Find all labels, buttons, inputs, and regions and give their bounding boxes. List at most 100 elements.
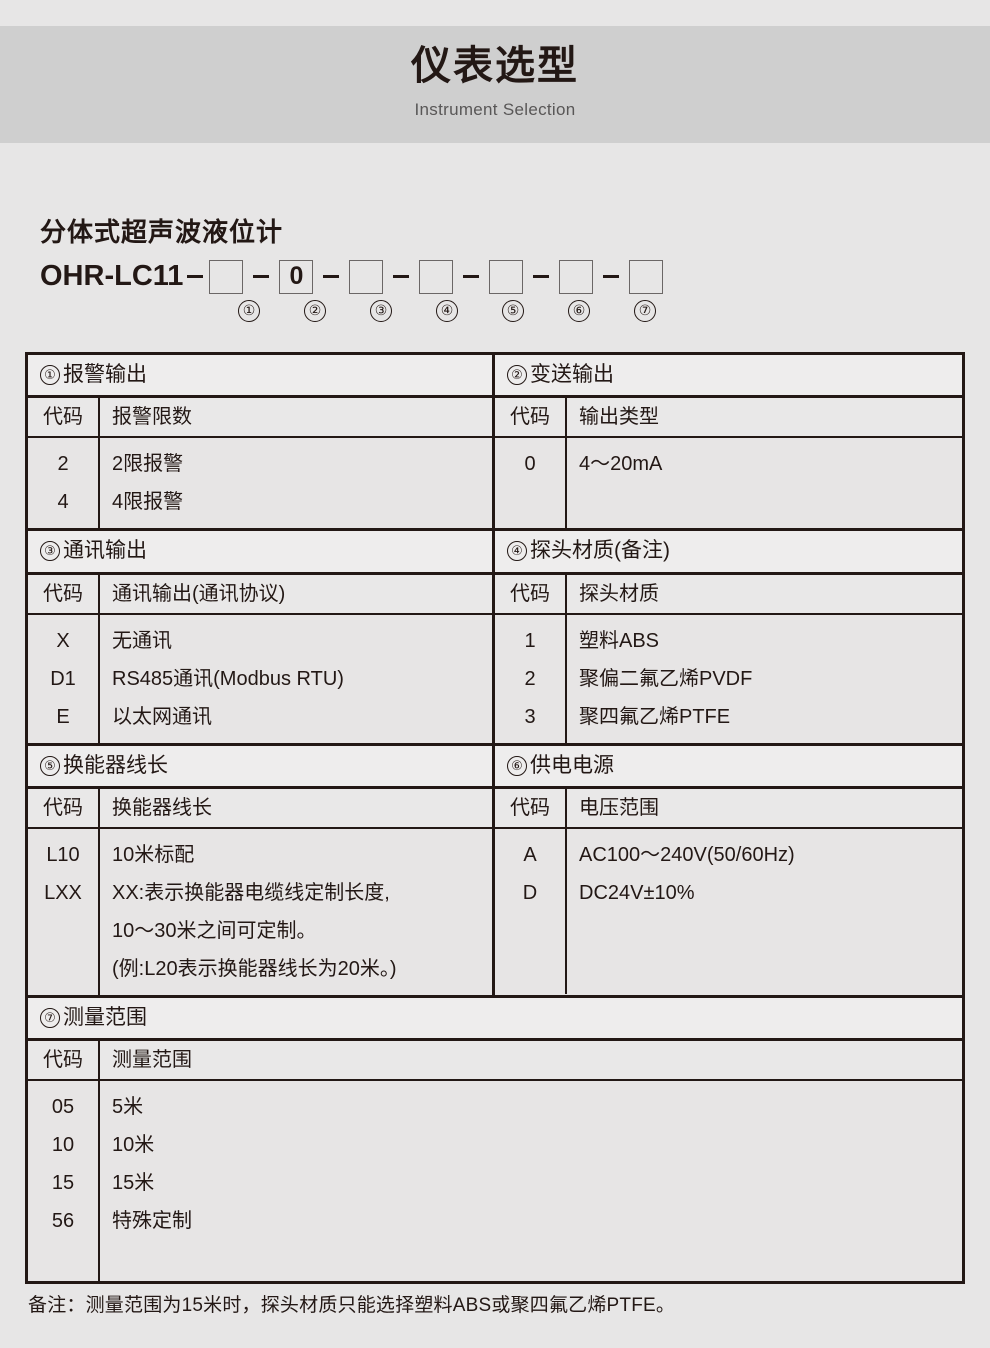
spec-section-transducer-cable-length: ⑤ 换能器线长 代码 换能器线长 L10 LXX 10米标配 XX:表示换能器电缆… [28, 745, 495, 996]
model-marker-row: ① ② ③ ④ ⑤ ⑥ ⑦ [40, 299, 950, 326]
column-header-desc-1: 报警限数 [112, 406, 192, 429]
section-6-codes: A D [495, 829, 567, 995]
table-cell: 10～30米之间可定制。 [112, 920, 317, 943]
section-header-5: ⑤ 换能器线长 [28, 745, 492, 790]
specification-table: ① 报警输出 代码 报警限数 2 4 2限报警 4限报警 [25, 352, 965, 1285]
model-dash-6 [603, 275, 620, 279]
model-marker-1: ① [238, 299, 260, 322]
section-header-4: ④ 探头材质(备注) [495, 531, 962, 575]
column-header-code-1: 代码 [28, 398, 100, 437]
model-marker-7: ⑦ [634, 299, 656, 322]
section-title-7: 测量范围 [63, 1006, 147, 1030]
section-marker-3-icon: ③ [40, 541, 60, 562]
model-marker-3: ③ [370, 299, 392, 322]
table-cell: 2 [57, 453, 69, 476]
section-4-codes: 1 2 3 [495, 614, 567, 743]
column-header-desc-3: 通讯输出(通讯协议) [112, 582, 286, 605]
model-dash-4 [463, 275, 480, 279]
section-2-descs: 4～20mA [567, 438, 962, 528]
table-cell: 4～20mA [579, 453, 663, 476]
spec-section-measuring-range: ⑦ 测量范围 代码 测量范围 05 10 15 56 5米 10米 [28, 998, 962, 1282]
section-marker-1-icon: ① [40, 365, 60, 385]
column-header-desc-5: 换能器线长 [112, 797, 212, 820]
section-title-2: 变送输出 [530, 363, 614, 386]
model-code-row: OHR-LC11 0 [40, 256, 950, 298]
model-box-5[interactable] [489, 259, 524, 294]
table-cell: D [522, 882, 538, 905]
model-dash-2 [323, 275, 340, 279]
table-cell: 10米 [112, 1134, 155, 1157]
model-box-4[interactable] [419, 259, 454, 294]
spec-section-row-4: ⑦ 测量范围 代码 测量范围 05 10 15 56 5米 10米 [28, 998, 962, 1282]
model-box-1[interactable] [209, 259, 244, 294]
table-cell: X [56, 629, 70, 652]
table-cell: 4 [57, 491, 69, 514]
model-box-7[interactable] [629, 259, 664, 294]
section-3-column-headers: 代码 通讯输出(通讯协议) [28, 574, 492, 615]
table-cell: 0 [524, 453, 536, 476]
section-header-7: ⑦ 测量范围 [28, 998, 962, 1042]
spec-section-row-3: ⑤ 换能器线长 代码 换能器线长 L10 LXX 10米标配 XX:表示换能器电缆… [28, 745, 962, 999]
model-prefix: OHR-LC11 [40, 260, 184, 293]
spec-section-row-2: ③ 通讯输出 代码 通讯输出(通讯协议) X D1 E 无通讯 RS485通讯(M… [28, 531, 962, 746]
table-cell: 10 [51, 1134, 75, 1157]
section-5-column-headers: 代码 换能器线长 [28, 789, 492, 830]
section-1-rows: 2 4 2限报警 4限报警 [28, 438, 492, 529]
table-cell: 15 [51, 1172, 75, 1195]
section-header-1: ① 报警输出 [28, 355, 492, 399]
table-cell: E [56, 705, 70, 728]
section-3-codes: X D1 E [28, 614, 100, 743]
model-box-6[interactable] [559, 259, 594, 294]
table-cell: RS485通讯(Modbus RTU) [112, 667, 344, 690]
section-5-descs: 10米标配 XX:表示换能器电缆线定制长度, 10～30米之间可定制。 (例:L… [100, 829, 492, 995]
model-box-2[interactable]: 0 [279, 259, 314, 294]
section-header-2: ② 变送输出 [495, 355, 962, 399]
column-header-desc-7: 测量范围 [112, 1049, 192, 1072]
section-6-column-headers: 代码 电压范围 [495, 789, 962, 830]
section-header-3: ③ 通讯输出 [28, 531, 492, 575]
model-marker-2: ② [304, 299, 326, 322]
column-header-desc-4: 探头材质 [579, 582, 659, 605]
column-header-code-2: 代码 [495, 398, 567, 437]
section-7-descs: 5米 10米 15米 特殊定制 [100, 1081, 962, 1281]
table-cell: 05 [51, 1096, 75, 1119]
model-box-3[interactable] [349, 259, 384, 294]
column-header-desc-2: 输出类型 [579, 406, 659, 429]
section-marker-2-icon: ② [507, 365, 527, 385]
section-marker-4-icon: ④ [507, 541, 527, 562]
model-marker-4: ④ [436, 299, 458, 322]
section-title-6: 供电电源 [530, 753, 614, 777]
section-3-rows: X D1 E 无通讯 RS485通讯(Modbus RTU) 以太网通讯 [28, 614, 492, 743]
section-2-column-headers: 代码 输出类型 [495, 398, 962, 439]
page-title: 仪表选型 [411, 44, 579, 88]
section-7-codes: 05 10 15 56 [28, 1081, 100, 1282]
product-block: 分体式超声波液位计 OHR-LC11 0 ① ② ③ ④ ⑤ ⑥ ⑦ [40, 217, 950, 326]
table-cell: 15米 [112, 1172, 155, 1195]
section-4-descs: 塑料ABS 聚偏二氟乙烯PVDF 聚四氟乙烯PTFE [567, 615, 962, 743]
table-cell: XX:表示换能器电缆线定制长度, [112, 882, 390, 905]
section-header-6: ⑥ 供电电源 [495, 745, 962, 790]
section-1-codes: 2 4 [28, 438, 100, 529]
column-header-desc-6: 电压范围 [579, 797, 659, 820]
model-marker-6: ⑥ [568, 299, 590, 322]
table-cell: 以太网通讯 [112, 705, 212, 728]
table-cell: 56 [51, 1210, 75, 1233]
table-cell: DC24V±10% [579, 882, 695, 905]
model-dash-5 [533, 275, 550, 279]
table-cell: LXX [44, 882, 82, 905]
product-name: 分体式超声波液位计 [40, 217, 284, 247]
table-cell: 2限报警 [112, 453, 184, 476]
spec-section-alarm-output: ① 报警输出 代码 报警限数 2 4 2限报警 4限报警 [28, 355, 495, 529]
section-1-descs: 2限报警 4限报警 [100, 438, 492, 528]
model-dash-1 [253, 275, 270, 279]
model-dash-0 [187, 275, 204, 279]
section-title-1: 报警输出 [63, 363, 147, 386]
section-2-codes: 0 [495, 438, 567, 529]
spec-section-transmit-output: ② 变送输出 代码 输出类型 0 4～20mA [495, 355, 962, 529]
table-cell: (例:L20表示换能器线长为20米。) [112, 958, 397, 981]
section-6-descs: AC100～240V(50/60Hz) DC24V±10% [567, 829, 962, 994]
footer-note: 备注：测量范围为15米时，探头材质只能选择塑料ABS或聚四氟乙烯PTFE。 [28, 1295, 676, 1316]
table-cell: D1 [50, 667, 76, 690]
section-marker-7-icon: ⑦ [40, 1008, 60, 1029]
